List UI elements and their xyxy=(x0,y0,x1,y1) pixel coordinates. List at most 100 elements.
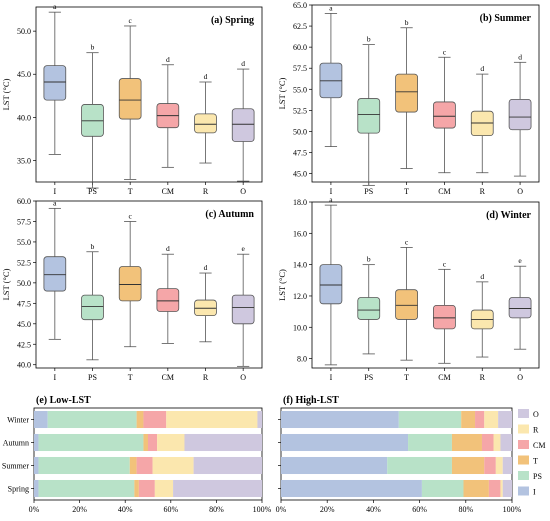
box-CM xyxy=(156,288,180,312)
boxplot-panel-1: 35.0 40.0 45.0 50.0 LST (°C) (a) Spring Ia PS b T… xyxy=(1,2,263,196)
x-tick-label: CM xyxy=(438,373,450,382)
y-tick-label: 45.0 xyxy=(17,70,31,79)
y-tick-label: 45.0 xyxy=(293,170,307,179)
significance-letter: b xyxy=(91,43,95,52)
bar-segment-PS xyxy=(47,410,137,429)
y-tick-label: 62.5 xyxy=(293,22,307,31)
bar-segment-R xyxy=(500,479,503,498)
panel-title: (a) Spring xyxy=(211,15,254,26)
x-tick-label: T xyxy=(404,373,409,382)
y-tick-label: 60.0 xyxy=(293,43,307,52)
box-PS xyxy=(357,98,381,134)
y-axis-label: LST (°C) xyxy=(1,78,11,110)
x-tick-label: PS xyxy=(364,373,373,382)
x-tick-label: 40% xyxy=(366,505,381,514)
bar-segment-T xyxy=(136,410,144,429)
legend-label: I xyxy=(533,488,536,497)
x-tick-label: R xyxy=(203,373,209,382)
x-tick-label: O xyxy=(240,373,246,382)
box-T xyxy=(395,289,418,320)
x-tick-label: O xyxy=(240,187,246,196)
y-axis-label: LST (°C) xyxy=(277,77,287,109)
significance-letter: a xyxy=(53,2,57,11)
x-tick-label: 80% xyxy=(209,505,224,514)
y-category-label: Spring xyxy=(8,485,29,494)
significance-letter: b xyxy=(367,255,371,264)
x-tick-label: R xyxy=(480,187,486,196)
y-tick-label: 57.5 xyxy=(17,217,31,226)
bar-segment-O xyxy=(257,410,262,429)
legend-label: O xyxy=(533,410,539,419)
bar-segment-PS xyxy=(38,456,130,475)
y-tick-label: 50.0 xyxy=(17,279,31,288)
y-tick-label: 8.0 xyxy=(297,355,307,364)
y-axis-label: LST (°C) xyxy=(1,268,11,300)
x-tick-label: PS xyxy=(88,187,97,196)
y-tick-label: 65.0 xyxy=(293,1,307,10)
plot-frame xyxy=(311,201,540,369)
bar-segment-O xyxy=(173,479,262,498)
x-tick-label: 0% xyxy=(276,505,287,514)
y-tick-label: 42.5 xyxy=(17,340,31,349)
bar-segment-I xyxy=(281,456,388,475)
bar-segment-T xyxy=(129,456,137,475)
y-tick-label: 10.0 xyxy=(293,323,307,332)
y-tick-label: 45.0 xyxy=(17,320,31,329)
plot-frame xyxy=(280,407,513,501)
y-tick-label: 47.5 xyxy=(17,299,31,308)
bar-segment-PS xyxy=(408,433,452,452)
y-tick-label: 55.0 xyxy=(17,238,31,247)
bar-segment-R xyxy=(154,479,174,498)
significance-letter: d xyxy=(166,55,170,64)
bar-segment-R xyxy=(152,456,194,475)
x-tick-label: 20% xyxy=(72,505,87,514)
y-axis-label: LST (°C) xyxy=(277,269,287,301)
legend-label: PS xyxy=(533,472,542,481)
bar-segment-O xyxy=(500,433,512,452)
legend-label: CM xyxy=(533,441,545,450)
bar-segment-T xyxy=(134,479,139,498)
significance-letter: d xyxy=(204,263,208,272)
plot-frame xyxy=(311,4,540,183)
y-tick-label: 40.0 xyxy=(17,113,31,122)
x-tick-label: I xyxy=(53,373,56,382)
box-O xyxy=(231,108,255,142)
y-tick-label: 50.0 xyxy=(293,127,307,136)
x-tick-label: CM xyxy=(438,187,450,196)
bar-segment-R xyxy=(495,456,503,475)
y-tick-label: 50.0 xyxy=(17,27,31,36)
bar-segment-I xyxy=(281,479,422,498)
bar-segment-R xyxy=(166,410,258,429)
x-tick-label: 100% xyxy=(503,505,522,514)
bar-segment-CM xyxy=(475,410,485,429)
bar-segment-I xyxy=(281,433,409,452)
significance-letter: e xyxy=(518,256,522,265)
y-tick-label: 14.0 xyxy=(293,261,307,270)
bar-segment-T xyxy=(451,433,482,452)
x-tick-label: R xyxy=(480,373,486,382)
panel-title: (b) Summer xyxy=(480,13,532,24)
x-tick-label: I xyxy=(330,373,333,382)
bar-segment-O xyxy=(184,433,262,452)
bar-segment-CM xyxy=(136,456,153,475)
bar-segment-I xyxy=(34,456,39,475)
x-tick-label: T xyxy=(128,373,133,382)
significance-letter: b xyxy=(405,18,409,27)
significance-letter: a xyxy=(329,195,333,204)
significance-letter: d xyxy=(480,64,484,73)
box-O xyxy=(508,99,532,131)
box-T xyxy=(395,73,418,113)
bar-segment-R xyxy=(493,433,501,452)
panel-title: (f) High-LST xyxy=(283,395,339,406)
bar-segment-CM xyxy=(481,433,494,452)
legend-swatch-R xyxy=(518,424,529,434)
panel-title: (c) Autumn xyxy=(205,209,254,220)
x-tick-label: O xyxy=(517,373,523,382)
y-tick-label: 12.0 xyxy=(293,292,307,301)
x-tick-label: 20% xyxy=(320,505,335,514)
y-category-label: Winter xyxy=(7,416,29,425)
stacked-bar-panel-1: (e) Low-LST Winter Autumn Summer Spring 0% 20%… xyxy=(2,395,272,514)
box-I xyxy=(319,264,343,305)
bar-segment-O xyxy=(193,456,262,475)
bar-segment-R xyxy=(484,410,499,429)
